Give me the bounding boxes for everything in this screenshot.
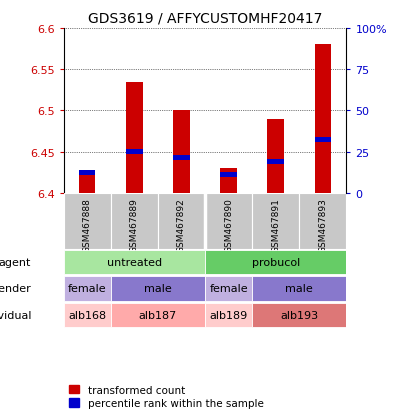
Text: female: female [209, 284, 247, 294]
Bar [63, 303, 110, 327]
Bar [173, 111, 189, 193]
Text: agent: agent [0, 257, 31, 267]
Bar [204, 277, 252, 301]
Bar [110, 303, 204, 327]
Polygon shape [34, 281, 56, 296]
Bar [204, 303, 252, 327]
Bar [314, 45, 330, 193]
Bar [204, 193, 252, 249]
Polygon shape [34, 255, 56, 270]
Text: GSM467889: GSM467889 [130, 198, 138, 252]
Text: alb187: alb187 [138, 310, 177, 320]
Text: male: male [144, 284, 171, 294]
Bar [252, 303, 346, 327]
Bar [63, 277, 110, 301]
Bar [267, 159, 283, 164]
Bar [79, 170, 95, 175]
Text: GSM467893: GSM467893 [318, 198, 326, 252]
Text: GSM467890: GSM467890 [224, 198, 232, 252]
Bar [267, 119, 283, 193]
Bar [314, 138, 330, 142]
Text: individual: individual [0, 310, 31, 320]
Text: alb189: alb189 [209, 310, 247, 320]
Text: alb193: alb193 [280, 310, 317, 320]
Bar [79, 173, 95, 193]
Bar [204, 250, 346, 275]
Text: untreated: untreated [106, 257, 162, 267]
Text: GSM467888: GSM467888 [83, 198, 91, 252]
Bar [220, 173, 236, 178]
Legend: transformed count, percentile rank within the sample: transformed count, percentile rank withi… [69, 385, 263, 408]
Bar [63, 193, 110, 249]
Text: gender: gender [0, 284, 31, 294]
Bar [110, 193, 157, 249]
Text: GSM467891: GSM467891 [271, 198, 279, 252]
Text: probucol: probucol [251, 257, 299, 267]
Bar [252, 277, 346, 301]
Text: female: female [67, 284, 106, 294]
Bar [173, 155, 189, 160]
Text: alb168: alb168 [68, 310, 106, 320]
Bar [126, 150, 142, 154]
Bar [299, 193, 346, 249]
Polygon shape [34, 308, 56, 323]
Bar [220, 169, 236, 193]
Text: GSM467892: GSM467892 [177, 198, 185, 252]
Bar [126, 82, 142, 193]
Bar [252, 193, 299, 249]
Text: male: male [285, 284, 312, 294]
Bar [157, 193, 204, 249]
Bar [63, 250, 204, 275]
Title: GDS3619 / AFFYCUSTOMHF20417: GDS3619 / AFFYCUSTOMHF20417 [88, 11, 321, 25]
Bar [110, 277, 204, 301]
